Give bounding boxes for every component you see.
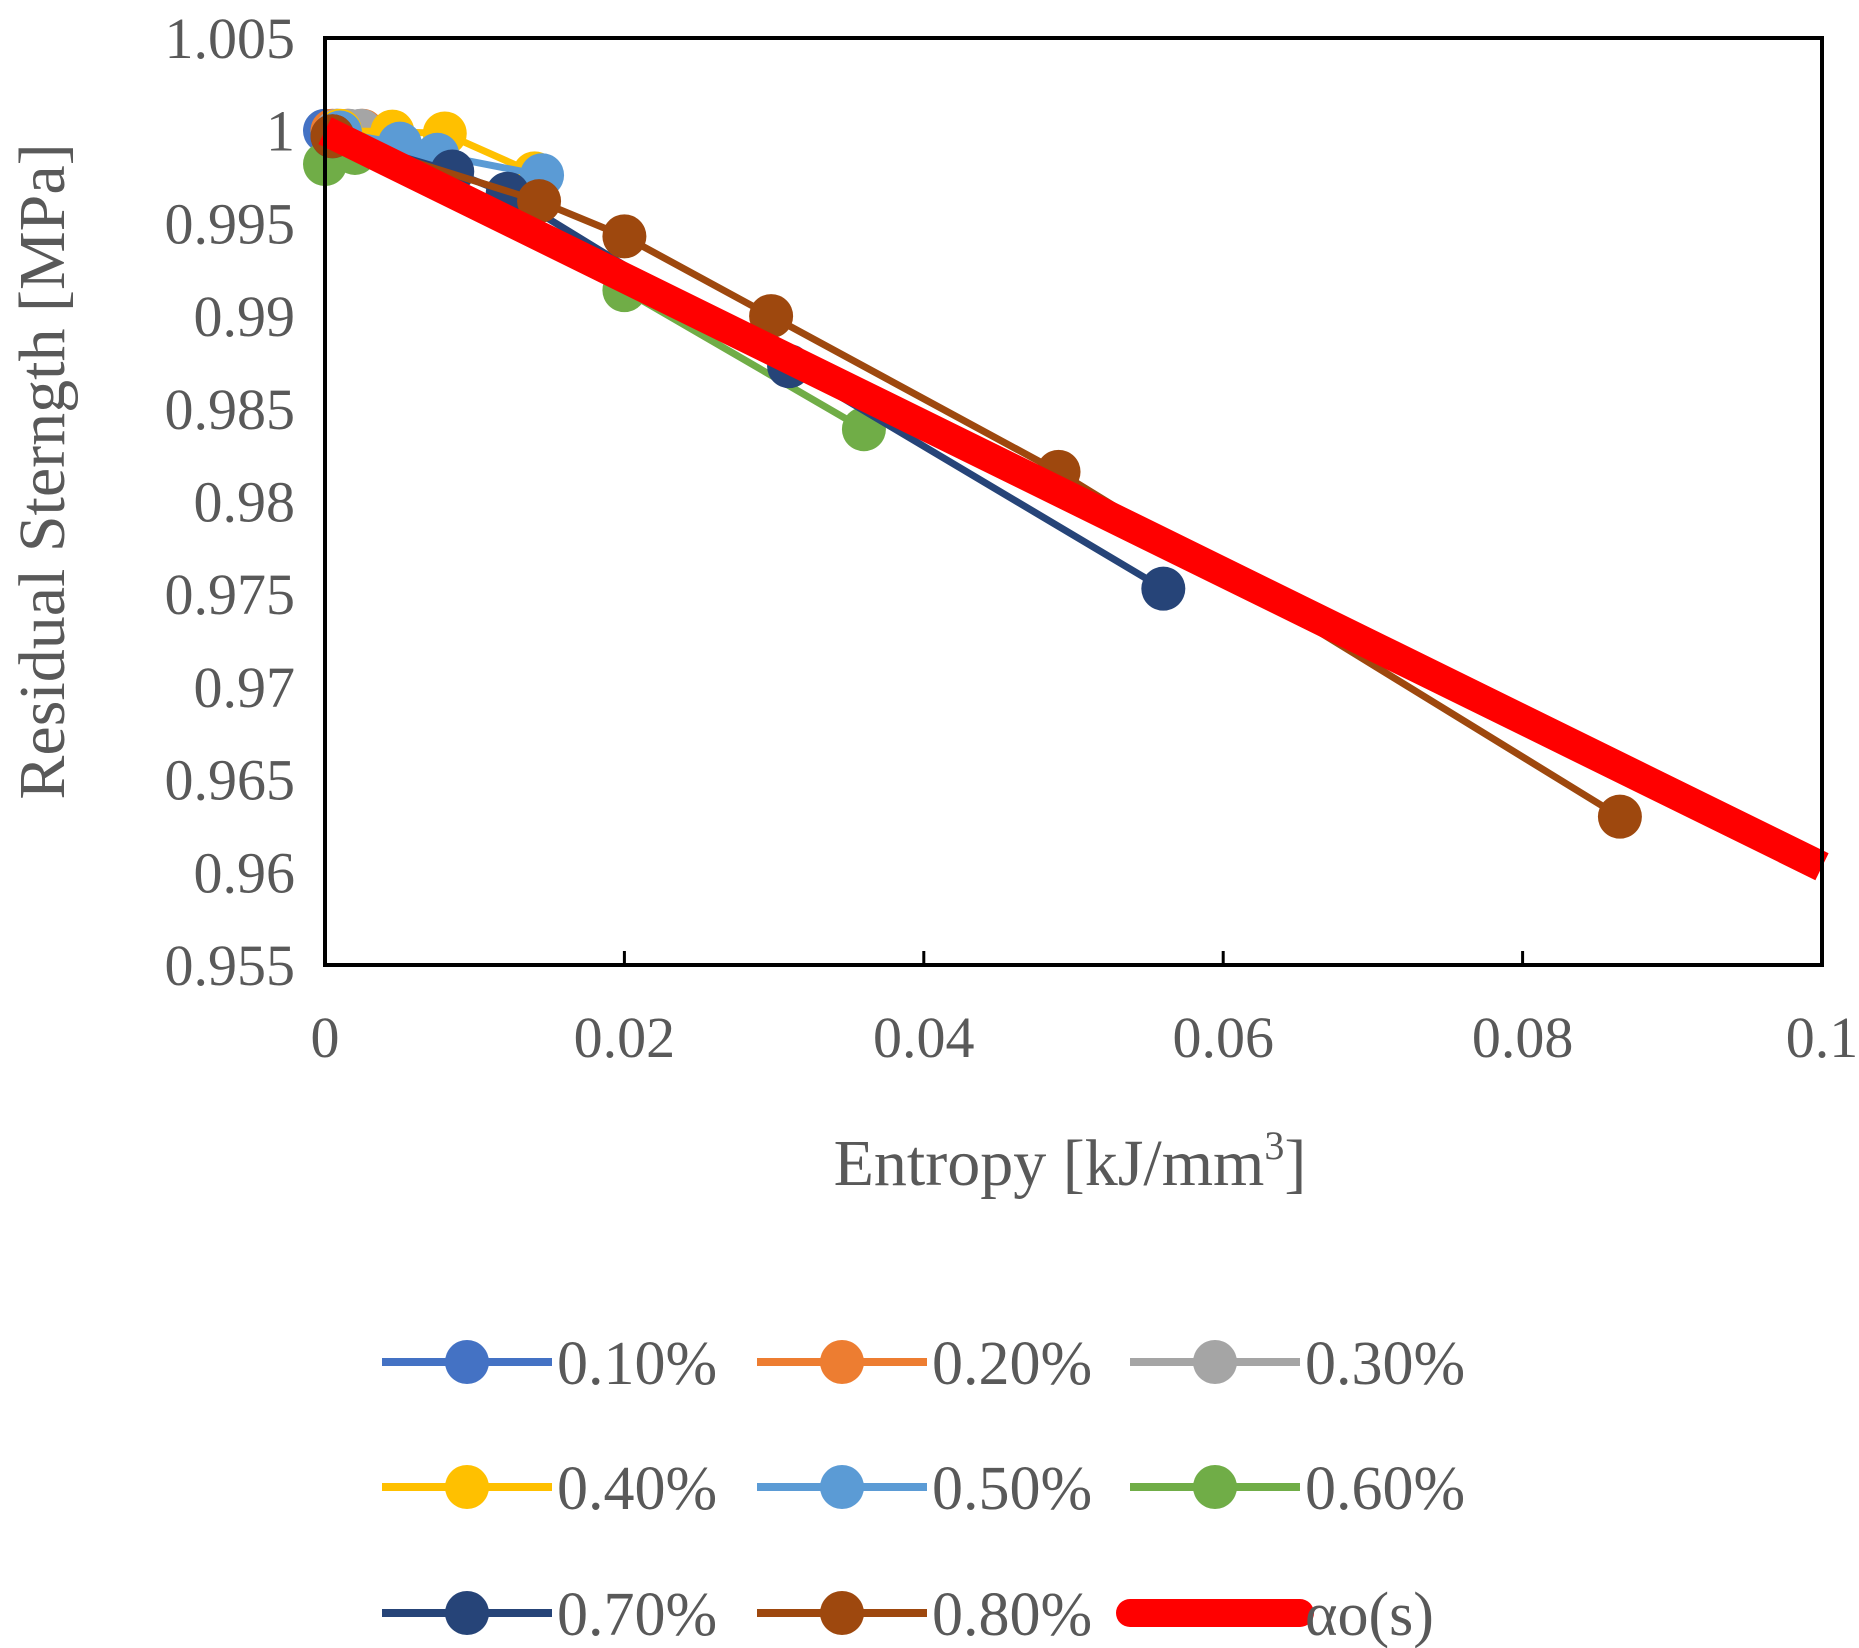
plot-area-frame: [323, 36, 1824, 967]
x-tick-marks: [622, 951, 1525, 965]
legend-label: 0.50%: [932, 1455, 1092, 1523]
x-tick-label: 0.08: [1472, 1005, 1574, 1070]
legend-item: 0.10%: [382, 1330, 717, 1398]
data-point: [517, 179, 562, 224]
legend-marker: [820, 1591, 864, 1635]
y-tick-label: 0.97: [194, 655, 296, 720]
x-axis-title-end: ]: [1284, 1127, 1306, 1200]
y-tick-label: 0.955: [165, 933, 296, 998]
legend-label: 0.20%: [932, 1330, 1092, 1398]
x-tick-label: 0.02: [574, 1005, 676, 1070]
data-point: [602, 214, 647, 259]
y-tick-label: 0.99: [194, 284, 296, 349]
y-tick-label: 0.96: [194, 840, 296, 905]
legend-label: 0.70%: [557, 1581, 717, 1648]
legend-item: 0.80%: [757, 1581, 1092, 1648]
data-point: [1141, 566, 1186, 611]
legend-marker: [1193, 1465, 1237, 1509]
legend: 0.10% 0.20% 0.30% 0.40% 0.50% 0.60% 0.70% 0.80%…: [382, 1330, 1465, 1648]
y-tick-label: 0.985: [165, 377, 296, 442]
legend-item: αo(s): [1116, 1581, 1434, 1648]
legend-item: 0.60%: [1130, 1455, 1465, 1523]
legend-item: 0.30%: [1130, 1330, 1465, 1398]
y-tick-label: 1.005: [165, 6, 296, 71]
x-tick-label: 0.04: [873, 1005, 975, 1070]
legend-marker: [445, 1465, 489, 1509]
y-tick-labels: 1.005 1 0.995 0.99 0.985 0.98 0.975 0.97 0.965 0.…: [165, 6, 296, 998]
data-point: [1597, 794, 1642, 839]
x-axis-title-sup: 3: [1264, 1123, 1284, 1168]
x-axis-title: Entropy [kJ/mm3]: [834, 1123, 1307, 1200]
legend-label: 0.80%: [932, 1581, 1092, 1648]
legend-marker: [820, 1340, 864, 1384]
data-point: [749, 294, 794, 339]
fit-line: [318, 117, 1829, 881]
x-tick-label: 0.1: [1786, 1005, 1859, 1070]
y-tick-label: 0.965: [165, 748, 296, 813]
x-tick-label: 0.06: [1172, 1005, 1274, 1070]
legend-label: 0.10%: [557, 1330, 717, 1398]
y-tick-label: 0.995: [165, 191, 296, 256]
legend-label: αo(s): [1305, 1581, 1434, 1648]
legend-label: 0.30%: [1305, 1330, 1465, 1398]
y-tick-label: 1: [266, 99, 295, 164]
x-axis-title-main: Entropy [kJ/mm: [834, 1127, 1265, 1200]
y-tick-label: 0.98: [194, 470, 296, 535]
series-layer: [303, 108, 1829, 881]
legend-item: 0.70%: [382, 1581, 717, 1648]
y-axis-title: Residual Sterngth [MPa]: [6, 143, 79, 799]
x-tick-labels: 0 0.02 0.04 0.06 0.08 0.1: [311, 1005, 1859, 1070]
legend-label: 0.40%: [557, 1455, 717, 1523]
legend-marker: [1193, 1340, 1237, 1384]
legend-marker: [445, 1591, 489, 1635]
y-tick-label: 0.975: [165, 562, 296, 627]
legend-item: 0.40%: [382, 1455, 717, 1523]
legend-marker: [445, 1340, 489, 1384]
x-tick-label: 0: [311, 1005, 340, 1070]
legend-item: 0.20%: [757, 1330, 1092, 1398]
legend-marker: [820, 1465, 864, 1509]
series-line: [323, 149, 866, 433]
legend-label: 0.60%: [1305, 1455, 1465, 1523]
legend-item: 0.50%: [757, 1455, 1092, 1523]
